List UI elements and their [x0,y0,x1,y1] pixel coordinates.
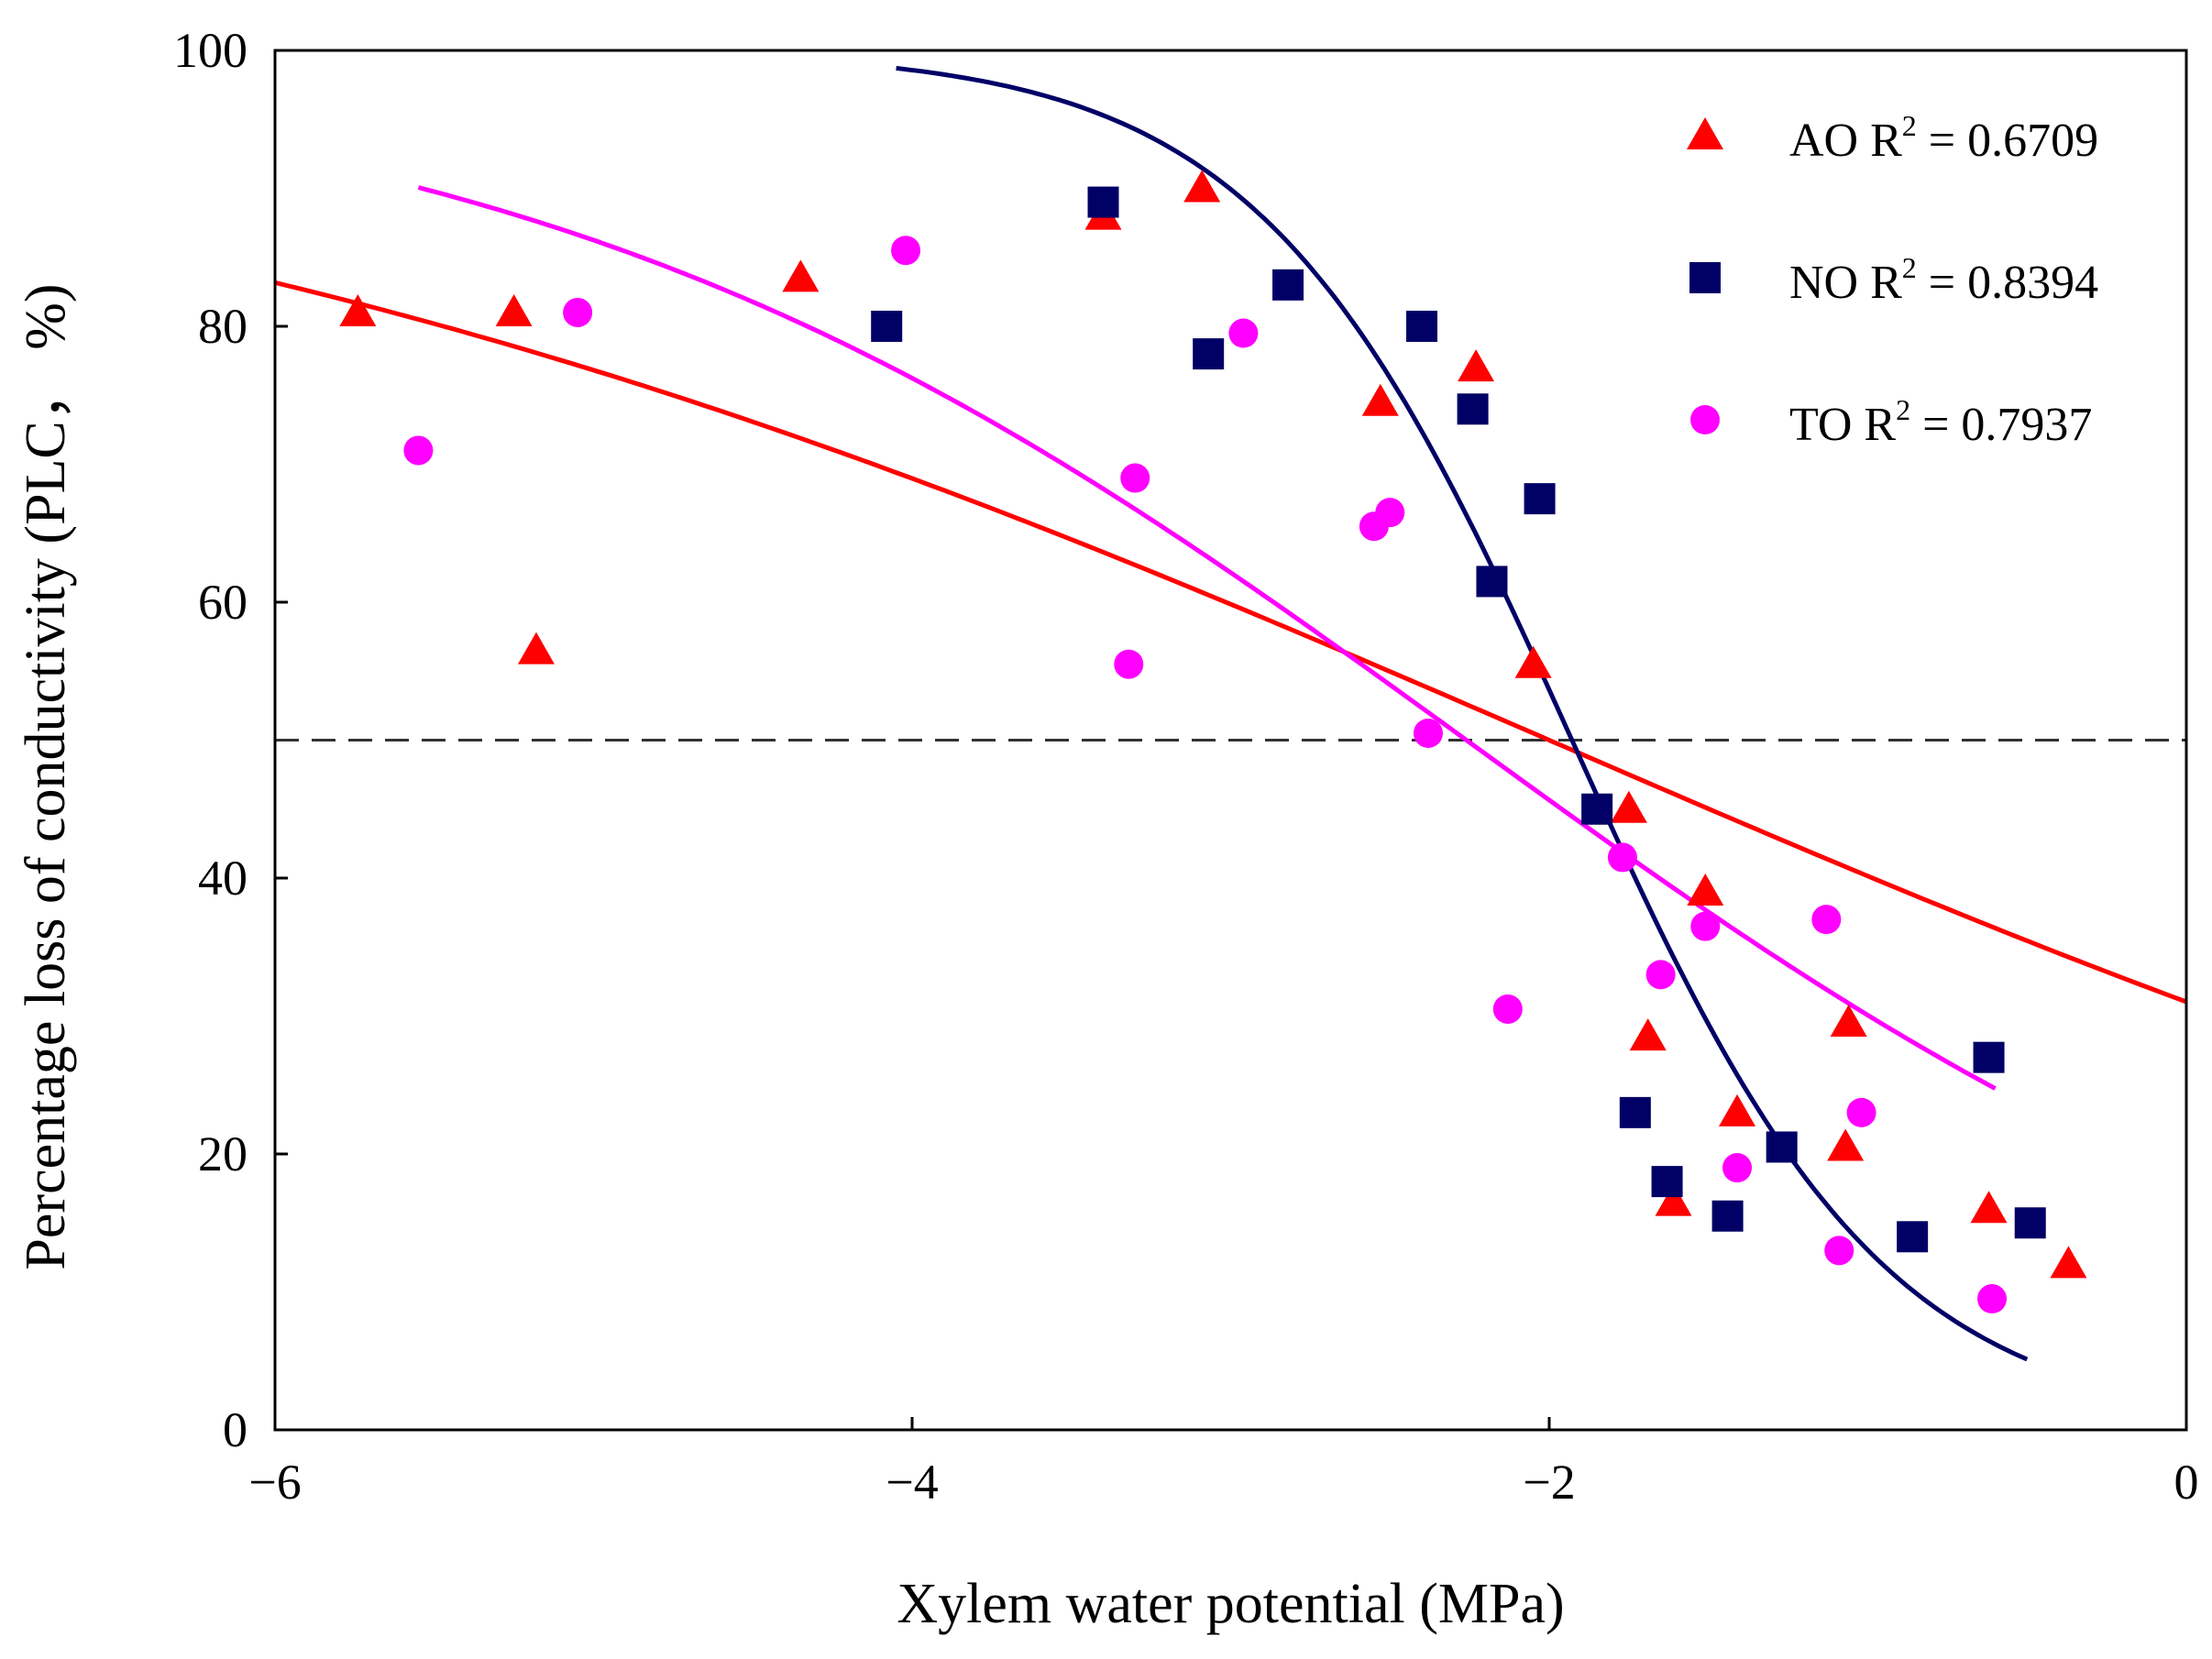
data-point-to [1228,318,1259,348]
data-point-no [1406,311,1437,342]
data-point-to [1722,1153,1753,1183]
data-point-no [1272,269,1304,301]
data-point-to [1645,960,1676,990]
data-point-no [871,311,903,342]
data-point-ao [1970,1191,2008,1224]
data-point-to [1114,649,1144,679]
data-point-to [1492,994,1523,1024]
legend-marker-to [1690,405,1720,434]
y-axis-title: Percentage loss of conductivity (PLC， %) [15,283,77,1269]
data-point-no [1193,338,1225,370]
data-point-no [1897,1221,1929,1253]
y-tick-label: 40 [198,851,248,906]
data-point-to [891,236,921,266]
x-axis-title: Xylem water potential (MPa) [897,1573,1564,1635]
data-point-no [1619,1096,1651,1128]
data-point-to [563,297,593,327]
x-tick-label: 0 [2174,1455,2199,1510]
legend: AO R2 = 0.6709 NO R2 = 0.8394 TO R2 = 0.79… [1687,109,2098,451]
legend-label-to: TO R2 = 0.7937 [1789,393,2092,451]
data-point-to [403,435,434,466]
data-point-ao [1610,790,1647,823]
data-point-ao [1655,1183,1692,1216]
y-tick-label: 60 [198,575,248,630]
data-point-to [1824,1236,1854,1266]
data-point-ao [2050,1246,2087,1279]
legend-label-ao: AO R2 = 0.6709 [1789,109,2098,167]
y-tick-label: 80 [198,299,248,354]
y-tick-label: 20 [198,1126,248,1181]
data-point-ao [495,293,533,326]
data-point-to [1413,718,1443,748]
data-point-ao [1629,1018,1667,1051]
data-point-ao [339,293,377,326]
data-point-no [1581,793,1613,825]
y-tick-label: 100 [173,23,248,78]
data-point-no [1766,1131,1798,1163]
data-point-no [2014,1207,2046,1239]
axis-ticks: −6 −4 −2 0 0 20 40 60 80 100 [173,23,2199,1510]
legend-marker-no [1689,262,1721,293]
plot-frame [273,49,2188,1432]
data-point-ao [1687,873,1724,906]
data-point-ao [782,259,820,292]
legend-entry-no: NO R2 = 0.8394 [1689,251,2098,309]
data-point-ao [1458,349,1495,382]
data-point-to [1811,905,1842,935]
data-point-to [1607,842,1637,873]
data-point-to [1375,498,1405,528]
data-point-no [1711,1200,1744,1232]
data-point-no [1973,1041,2005,1073]
legend-entry-ao: AO R2 = 0.6709 [1687,109,2098,167]
data-point-no [1457,393,1489,425]
data-points [339,170,2087,1314]
y-tick-label: 0 [223,1402,248,1457]
x-tick-label: −6 [248,1455,301,1510]
data-point-no [1476,566,1508,598]
data-point-ao [517,632,555,665]
x-tick-label: −4 [886,1455,938,1510]
data-point-to [1846,1097,1876,1127]
fit-curve-no [896,65,2029,1362]
legend-marker-ao [1687,117,1723,149]
data-point-ao [1830,1005,1867,1038]
legend-entry-to: TO R2 = 0.7937 [1690,393,2092,451]
data-point-no [1087,186,1119,218]
data-point-no [1524,483,1556,515]
data-point-ao [1361,383,1399,416]
data-point-ao [1514,645,1552,678]
x-tick-label: −2 [1523,1455,1575,1510]
data-point-to [1977,1284,2008,1314]
data-point-to [1690,911,1721,941]
fit-curves [274,65,2187,1362]
fit-curve-ao [274,280,2187,1005]
fit-curve-to [417,185,1997,1091]
data-point-no [1651,1166,1683,1198]
data-point-ao [1719,1093,1756,1126]
data-point-ao [1827,1128,1865,1161]
data-point-ao [1183,170,1221,203]
legend-label-no: NO R2 = 0.8394 [1789,251,2098,309]
data-point-to [1120,463,1150,493]
